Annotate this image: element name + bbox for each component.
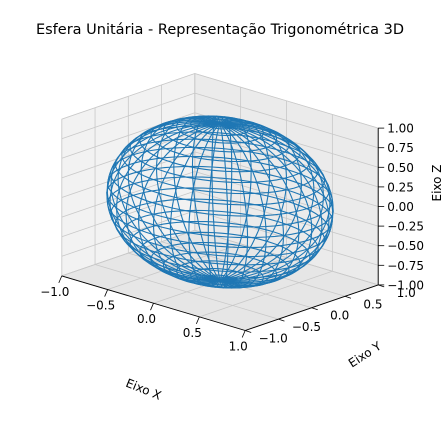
tick-mark	[241, 330, 246, 338]
tick-mark	[58, 275, 63, 284]
y-tick-label: −0.5	[292, 320, 321, 334]
x-axis: −1.0 −0.5 0.0 0.5 1.0	[40, 275, 248, 354]
z-tick-label: 0.25	[387, 180, 414, 194]
x-tick-label: 0.0	[137, 312, 156, 326]
tick-mark	[278, 318, 285, 322]
sphere-parallel	[129, 220, 311, 279]
sphere-parallel	[107, 176, 333, 249]
tick-mark	[311, 307, 318, 311]
gridline-z	[194, 210, 379, 266]
gridline-z	[194, 92, 379, 149]
chart-title: Esfera Unitária - Representação Trigonom…	[36, 22, 404, 38]
z-tick-label: 0.50	[387, 161, 414, 175]
sphere-parallel	[190, 116, 250, 137]
y-axis: −1.0 −0.5 0.0 0.5 1.0	[245, 284, 416, 346]
gridline-z	[61, 229, 195, 277]
tick-mark	[344, 295, 352, 299]
gridline-z	[61, 190, 195, 238]
z-tick-label: 0.75	[387, 141, 414, 155]
y-tick-label: 1.0	[397, 286, 416, 300]
z-tick-label: −0.25	[387, 220, 424, 234]
z-tick-label: 1.00	[387, 122, 414, 136]
tick-mark	[195, 316, 200, 325]
sphere-parallel	[110, 146, 330, 217]
sphere-parallel	[139, 120, 301, 173]
sphere-parallel	[121, 209, 319, 273]
z-tick-label: −0.75	[387, 259, 424, 273]
sphere-parallel	[190, 267, 250, 288]
sphere-parallel	[176, 260, 264, 289]
tick-mark	[150, 303, 154, 311]
gridline-z	[61, 73, 195, 120]
gridline-z	[61, 171, 195, 218]
x-axis-label: Eixo X	[124, 376, 164, 403]
z-tick-label: −1.00	[387, 278, 424, 292]
z-tick-label: 0.00	[387, 200, 414, 214]
z-axis-label: Eixo Z	[430, 164, 441, 201]
sphere-wireframe	[106, 115, 334, 289]
z-axis: −1.00 −0.75 −0.50 −0.25 0.00 0.25 0.50 0.75 1.00	[377, 122, 424, 292]
x-tick-label: 0.5	[183, 326, 202, 340]
gridline-z	[194, 73, 379, 129]
gridline-z	[194, 171, 379, 227]
tick-mark	[104, 289, 109, 297]
y-tick-label: −1.0	[259, 332, 288, 346]
sphere-parallel	[107, 155, 333, 228]
sphere-parallel	[110, 187, 330, 258]
z-tick-label: −0.50	[387, 239, 424, 253]
gridline-z	[61, 92, 195, 140]
gridline-y	[94, 264, 279, 320]
y-tick-label: 0.0	[330, 309, 349, 323]
sphere-parallel	[204, 274, 236, 285]
sphere-parallel	[106, 165, 334, 239]
gridline-z	[194, 131, 379, 188]
y-tick-label: 0.5	[363, 297, 382, 311]
sphere-parallel	[114, 198, 326, 266]
sphere-parallel	[129, 125, 311, 184]
x-tick-label: −1.0	[40, 285, 69, 299]
sphere-parallel	[121, 131, 319, 195]
y-axis-label: Eixo Y	[346, 339, 384, 371]
tick-mark	[245, 330, 252, 333]
x-tick-label: 1.0	[229, 340, 248, 354]
sphere-parallel	[139, 231, 301, 284]
x-tick-label: −0.5	[86, 299, 115, 313]
sphere-parallel	[114, 138, 326, 206]
sphere-parallel	[150, 241, 290, 287]
